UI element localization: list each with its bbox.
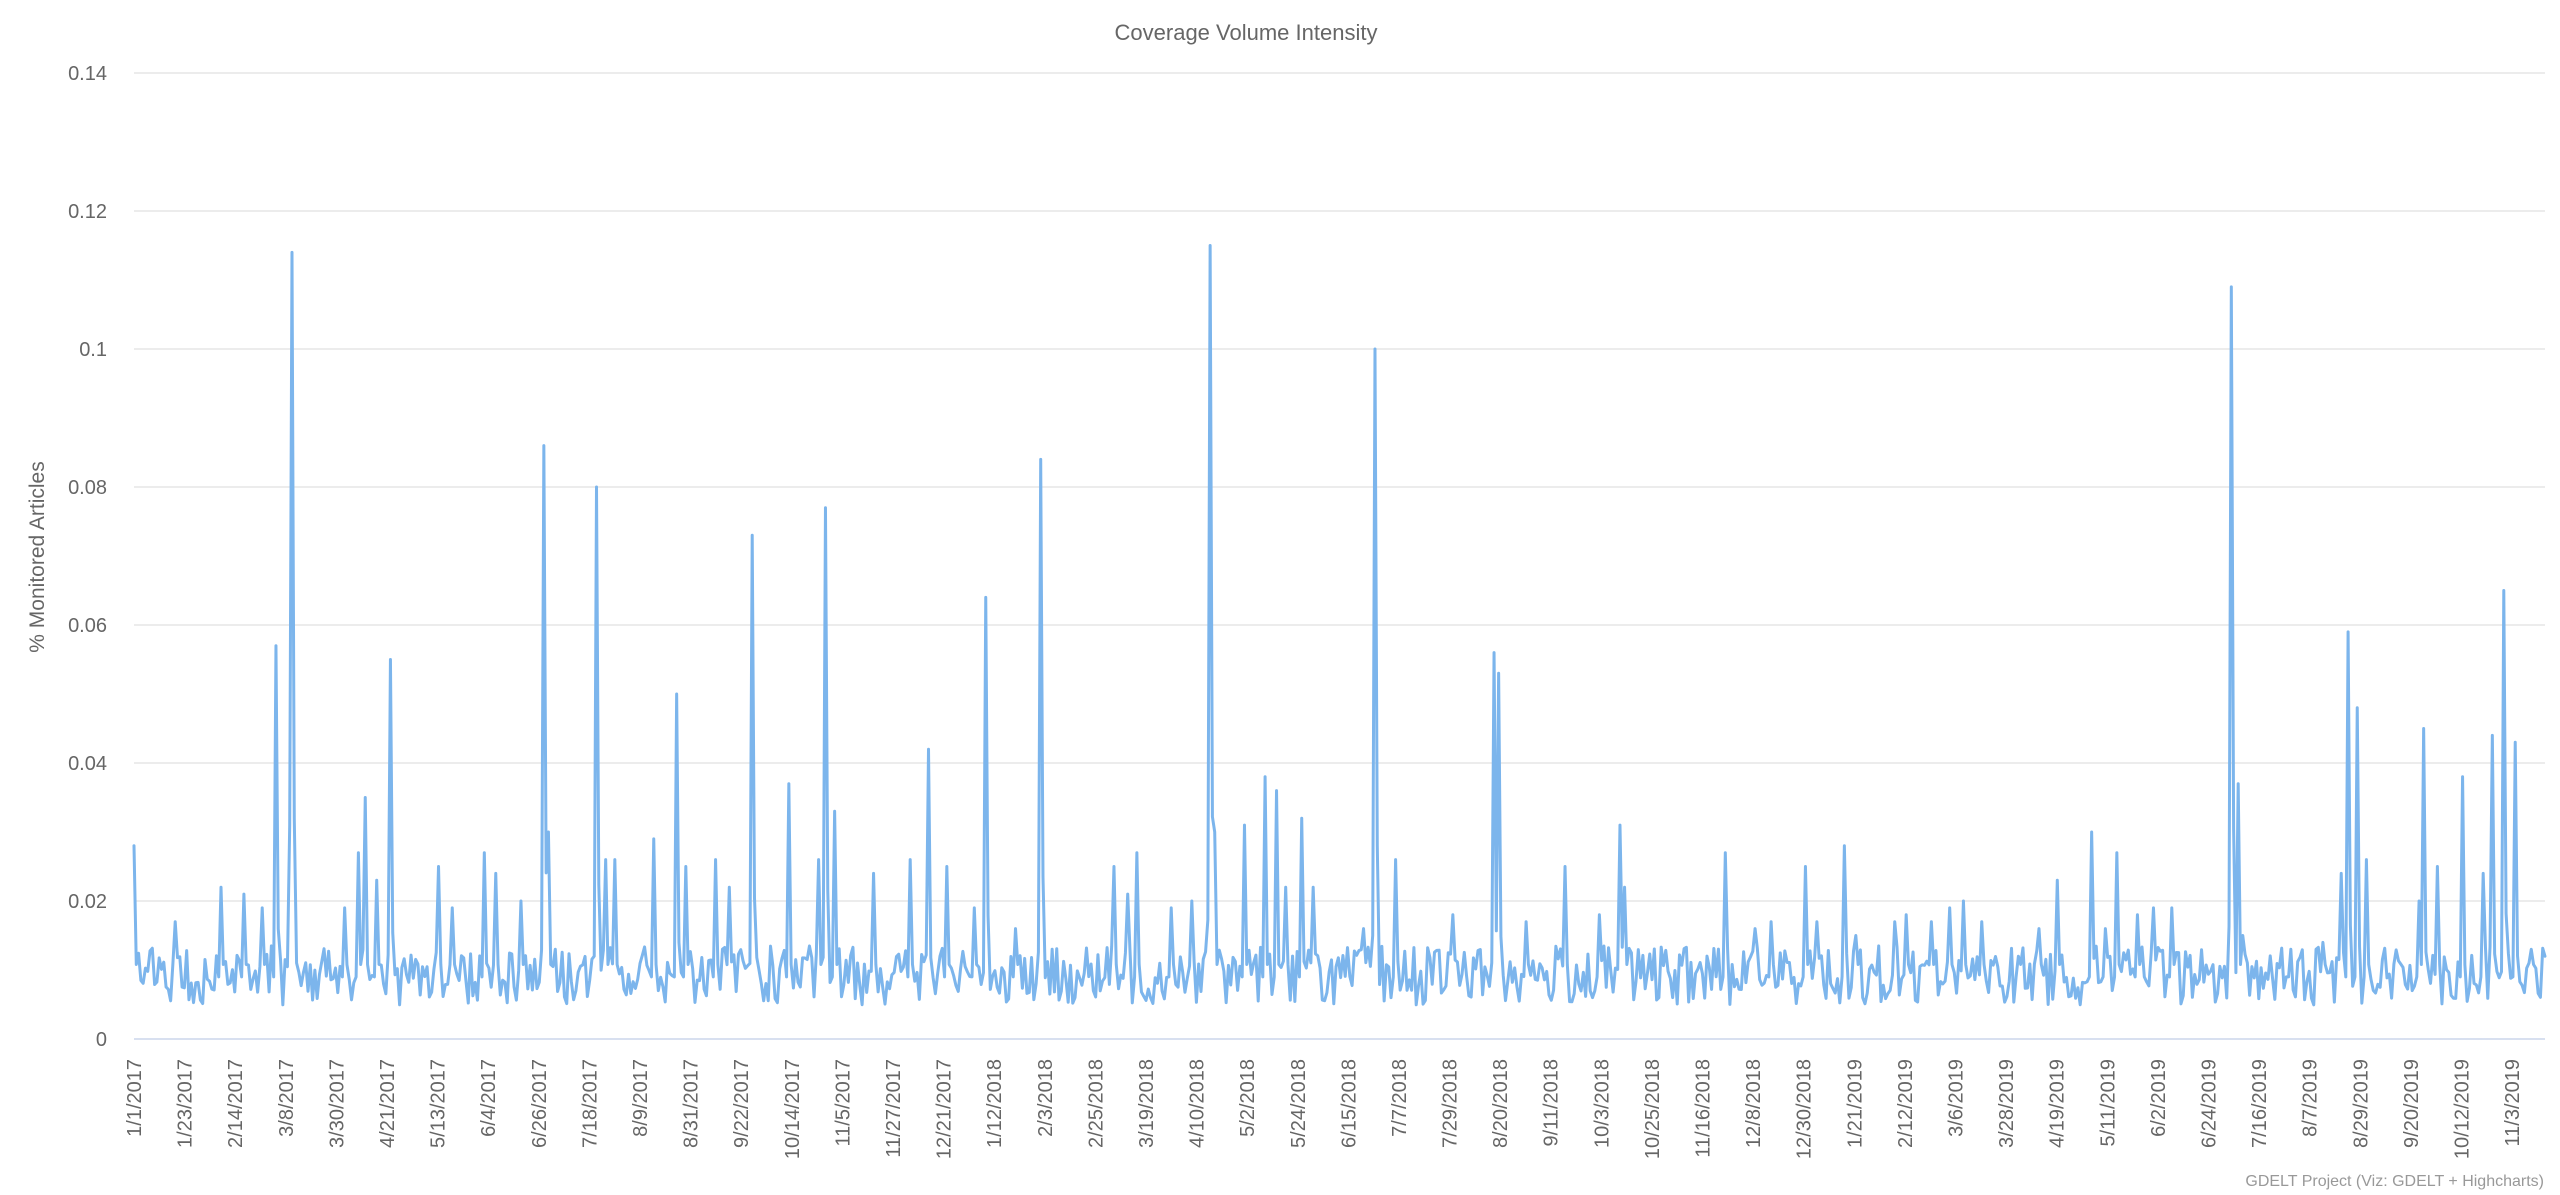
x-tick-label: 2/3/2018: [1035, 1059, 1057, 1137]
y-axis-label: % Monitored Articles: [26, 461, 49, 652]
x-tick-label: 10/12/2019: [2452, 1059, 2474, 1159]
x-tick-label: 6/4/2017: [478, 1059, 500, 1137]
y-tick-label: 0.14: [68, 63, 107, 85]
y-tick-label: 0.12: [68, 201, 107, 223]
x-tick-label: 1/23/2017: [175, 1059, 197, 1148]
x-tick-label: 8/29/2019: [2350, 1059, 2372, 1148]
x-tick-label: 6/2/2019: [2148, 1059, 2170, 1137]
x-tick-label: 6/15/2018: [1338, 1059, 1360, 1148]
x-tick-label: 11/16/2018: [1693, 1059, 1715, 1158]
y-axis-ticks: 0 0.02 0.04 0.06 0.08 0.1 0.12 0.14: [68, 63, 107, 1051]
y-tick-label: 0.1: [79, 339, 107, 361]
x-tick-label: 10/14/2017: [782, 1059, 804, 1159]
x-tick-label: 1/21/2019: [1844, 1059, 1866, 1148]
x-tick-label: 3/19/2018: [1136, 1059, 1158, 1148]
x-tick-label: 7/16/2019: [2249, 1059, 2271, 1148]
gridlines: [134, 72, 2545, 902]
x-tick-label: 4/21/2017: [377, 1059, 399, 1148]
x-tick-label: 5/11/2019: [2097, 1059, 2119, 1147]
x-tick-label: 12/30/2018: [1794, 1059, 1816, 1159]
y-tick-label: 0.06: [68, 615, 107, 637]
x-tick-label: 7/29/2018: [1440, 1059, 1462, 1148]
chart-title: Coverage Volume Intensity: [1115, 20, 1378, 45]
x-tick-label: 3/6/2019: [1946, 1059, 1968, 1137]
x-tick-label: 11/5/2017: [832, 1059, 854, 1147]
y-tick-label: 0.04: [68, 753, 107, 775]
x-tick-label: 9/22/2017: [731, 1059, 753, 1148]
x-tick-label: 5/24/2018: [1288, 1059, 1310, 1148]
x-tick-label: 8/20/2018: [1490, 1059, 1512, 1148]
x-tick-label: 7/7/2018: [1389, 1059, 1411, 1137]
x-tick-label: 3/30/2017: [326, 1059, 348, 1148]
x-tick-label: 8/31/2017: [681, 1059, 703, 1148]
x-tick-label: 4/10/2018: [1187, 1059, 1209, 1148]
chart-credit[interactable]: GDELT Project (Viz: GDELT + Highcharts): [2245, 1173, 2544, 1190]
x-tick-label: 3/28/2019: [1996, 1059, 2018, 1148]
x-tick-label: 8/7/2019: [2300, 1059, 2322, 1137]
x-tick-label: 12/21/2017: [934, 1059, 956, 1159]
x-tick-label: 1/1/2017: [124, 1059, 146, 1137]
series-line-coverage: [132, 244, 2547, 1007]
x-tick-label: 12/8/2018: [1743, 1059, 1765, 1148]
y-tick-label: 0.02: [68, 891, 107, 913]
x-tick-label: 11/3/2019: [2502, 1059, 2524, 1147]
x-tick-label: 9/20/2019: [2401, 1059, 2423, 1148]
x-tick-label: 10/3/2018: [1591, 1059, 1613, 1148]
x-tick-label: 2/25/2018: [1085, 1059, 1107, 1148]
x-tick-label: 5/13/2017: [428, 1059, 450, 1148]
y-tick-label: 0: [96, 1029, 107, 1051]
x-tick-label: 7/18/2017: [579, 1059, 601, 1148]
x-tick-label: 2/14/2017: [225, 1059, 247, 1148]
x-tick-label: 4/19/2019: [2047, 1059, 2069, 1148]
x-tick-label: 6/24/2019: [2199, 1059, 2221, 1148]
x-tick-label: 9/11/2018: [1541, 1059, 1563, 1147]
x-tick-label: 3/8/2017: [276, 1059, 298, 1137]
x-tick-label: 1/12/2018: [984, 1059, 1006, 1148]
x-tick-label: 10/25/2018: [1642, 1059, 1664, 1159]
x-axis-ticks: 1/1/2017 1/23/2017 2/14/2017 3/8/2017 3/30/2…: [124, 1059, 2524, 1159]
x-tick-label: 6/26/2017: [529, 1059, 551, 1148]
x-tick-label: 5/2/2018: [1237, 1059, 1259, 1137]
x-tick-label: 11/27/2017: [883, 1059, 905, 1158]
x-tick-label: 2/12/2019: [1895, 1059, 1917, 1148]
y-tick-label: 0.08: [68, 477, 107, 499]
x-tick-label: 8/9/2017: [630, 1059, 652, 1137]
